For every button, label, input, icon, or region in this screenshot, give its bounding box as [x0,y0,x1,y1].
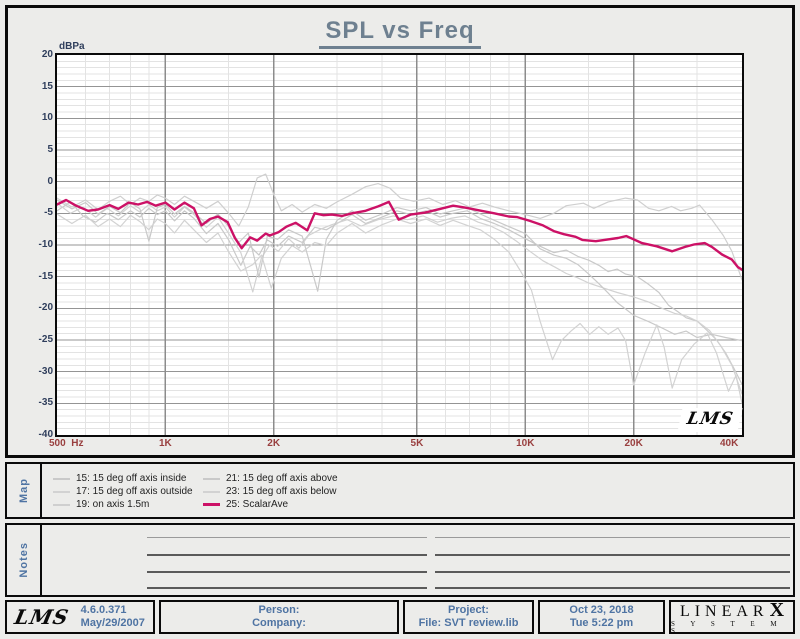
report-time: Tue 5:22 pm [569,617,634,629]
notes-line [147,571,427,573]
legend-label: 15: 15 deg off axis inside [76,473,187,484]
curve-swatch [53,477,70,480]
file-label: File: SVT review.lib [418,617,519,629]
y-tick-label: -35 [38,397,53,409]
y-tick-label: 20 [41,49,53,60]
y-tick-label: -40 [38,429,53,440]
x-tick-label: 1K [158,438,172,449]
x-tick-label: 10K [516,438,535,449]
curve-swatch [203,503,220,506]
map-panel: Map 15: 15 deg off axis inside 17: 15 de… [5,462,795,519]
x-tick-label: 20K [624,438,643,449]
y-tick-label: -25 [38,334,53,345]
notes-line [435,587,790,589]
linearx-logo: LINEAR X S Y S T E M S [671,600,793,635]
brand-name: LINEAR [679,602,769,620]
x-tick-label: 40K [720,438,739,449]
curve-legend: 15: 15 deg off axis inside 17: 15 deg of… [53,472,338,511]
legend-item: 23: 15 deg off axis below [203,485,338,498]
page-title: SPL vs Freq [8,17,792,49]
x-tick-label: 500 Hz [49,438,84,449]
lms-app-logo: LMS [12,605,72,629]
footer-datetime-cell: Oct 23, 2018 Tue 5:22 pm [538,600,665,634]
app-version: 4.6.0.371 [80,604,127,616]
curve-swatch [203,490,220,493]
x-tick-label: 2K [267,438,281,449]
curve-swatch [53,490,70,493]
legend-item: 15: 15 deg off axis inside [53,472,203,485]
legend-label: 23: 15 deg off axis below [226,486,337,497]
legend-item: 25: ScalarAve [203,498,338,511]
y-tick-label: 0 [47,175,53,187]
report-date: Oct 23, 2018 [569,604,634,616]
app-build-date: May/29/2007 [80,617,145,629]
y-tick-label: 5 [47,144,53,155]
footer-person-cell: Person: Company: [159,600,399,634]
notes-line [435,537,790,538]
curve-swatch [203,477,220,480]
legend-label: 25: ScalarAve [226,499,289,510]
footer-app-cell: LMS 4.6.0.371 May/29/2007 [5,600,155,634]
brand-x: X [769,598,785,621]
notes-panel: Notes [5,523,795,597]
spl-frequency-plot: LMS [55,53,744,437]
y-tick-label: -30 [38,365,53,377]
brand-subtitle: S Y S T E M S [671,619,784,635]
y-tick-label: 15 [41,80,53,92]
notes-line [147,587,427,589]
legend-item: 21: 15 deg off axis above [203,472,338,485]
legend-item: 19: on axis 1.5m [53,498,203,511]
notes-panel-label-cell: Notes [7,525,42,595]
map-panel-label-cell: Map [7,464,42,517]
company-label: Company: [252,617,306,629]
notes-line [147,537,427,538]
project-label: Project: [448,604,489,616]
footer-brand-cell: LINEAR X S Y S T E M S [669,600,795,634]
curve-swatch [53,503,70,506]
legend-item: 17: 15 deg off axis outside [53,485,203,498]
notes-line [435,554,790,556]
plot-canvas [57,55,742,435]
notes-line [435,571,790,573]
y-axis-unit-label: dBPa [59,41,85,52]
legend-label: 17: 15 deg off axis outside [76,486,193,497]
footer-project-cell: Project: File: SVT review.lib [403,600,534,634]
legend-label: 19: on axis 1.5m [76,499,150,510]
y-tick-label: -5 [44,207,53,219]
legend-label: 21: 15 deg off axis above [226,473,338,484]
notes-line [147,554,427,556]
x-tick-label: 5K [410,438,424,449]
map-panel-label: Map [17,478,30,503]
notes-panel-label: Notes [17,542,30,578]
y-tick-label: -15 [38,270,53,282]
y-tick-label: -20 [38,302,53,314]
y-tick-label: 10 [41,112,53,124]
y-tick-label: -10 [38,239,53,250]
person-label: Person: [258,604,300,616]
lms-watermark: LMS [677,408,743,432]
